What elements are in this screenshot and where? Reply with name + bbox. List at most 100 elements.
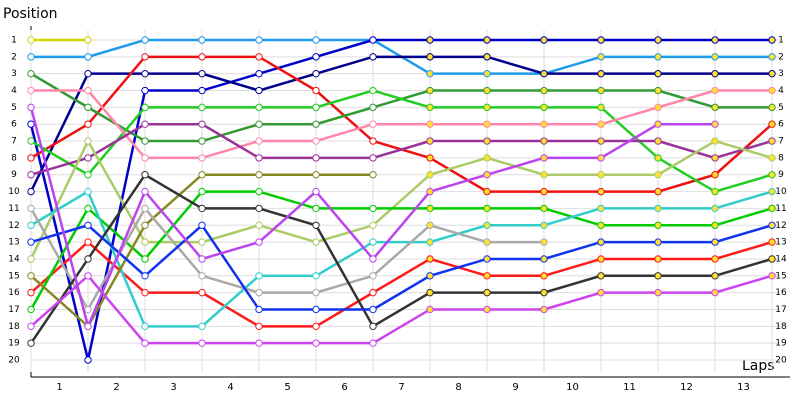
y-tick-label: 11 <box>8 204 19 214</box>
point <box>255 36 263 44</box>
point <box>711 36 719 44</box>
point <box>540 255 548 263</box>
y-tick-label: 9 <box>11 170 17 180</box>
point <box>768 86 776 95</box>
series-line <box>30 122 773 176</box>
point <box>141 154 149 162</box>
point <box>141 288 149 297</box>
point <box>540 69 548 78</box>
point <box>426 305 434 314</box>
point <box>597 120 605 128</box>
point <box>426 120 434 128</box>
point <box>483 36 491 44</box>
point <box>369 238 377 246</box>
point <box>597 171 605 179</box>
point <box>255 103 263 112</box>
point <box>27 86 35 95</box>
point <box>141 86 149 95</box>
point <box>540 86 548 95</box>
point <box>597 187 605 196</box>
point <box>255 69 263 78</box>
point <box>654 120 662 128</box>
y-tick-label-right: 2 <box>778 52 784 62</box>
point <box>198 137 206 145</box>
point <box>312 137 320 145</box>
point <box>369 154 377 162</box>
point <box>768 36 776 44</box>
point <box>312 53 320 61</box>
point <box>654 187 662 196</box>
point <box>654 103 662 112</box>
point <box>141 221 149 229</box>
point <box>597 238 605 246</box>
point <box>711 187 719 196</box>
x-tick-label: 1 <box>56 382 62 393</box>
point <box>255 339 263 347</box>
y-tick-label: 3 <box>11 69 17 79</box>
point <box>768 187 776 196</box>
point <box>711 86 719 95</box>
point <box>711 53 719 61</box>
y-tick-label-right: 10 <box>775 187 787 197</box>
y-tick-label: 16 <box>8 288 20 298</box>
point <box>27 305 35 314</box>
point <box>198 171 206 179</box>
point <box>27 171 35 179</box>
point <box>255 53 263 61</box>
point <box>27 288 35 297</box>
point <box>369 204 377 213</box>
point <box>711 238 719 246</box>
point <box>312 204 320 213</box>
point <box>597 86 605 95</box>
point <box>711 120 719 128</box>
y-tick-label: 1 <box>11 36 17 46</box>
point <box>141 69 149 78</box>
point <box>141 255 149 263</box>
point <box>711 272 719 280</box>
point <box>27 255 35 263</box>
point <box>369 53 377 61</box>
point <box>597 255 605 263</box>
series-line <box>29 38 772 361</box>
point <box>711 204 719 213</box>
point <box>654 204 662 213</box>
y-tick-label: 7 <box>11 137 17 147</box>
point <box>312 322 320 331</box>
point <box>255 272 263 280</box>
point <box>540 288 548 297</box>
point <box>198 53 206 61</box>
point <box>483 103 491 112</box>
y-tick-label: 10 <box>8 187 20 197</box>
point <box>654 272 662 280</box>
point <box>255 187 263 196</box>
point <box>711 137 719 145</box>
point <box>84 255 92 263</box>
x-tick-label: 2 <box>113 382 119 393</box>
y-tick-label-right: 14 <box>775 254 787 264</box>
point <box>312 154 320 162</box>
point <box>198 204 206 213</box>
point <box>84 53 92 61</box>
point <box>198 272 206 280</box>
y-tick-label: 17 <box>8 305 19 315</box>
point <box>483 238 491 246</box>
point <box>654 288 662 297</box>
y-tick-label-right: 11 <box>775 204 786 214</box>
point <box>84 154 92 162</box>
point <box>540 187 548 196</box>
point <box>654 137 662 145</box>
point <box>768 137 776 145</box>
point <box>426 103 434 112</box>
point <box>540 137 548 145</box>
point <box>27 272 35 280</box>
point <box>27 36 35 44</box>
point <box>369 288 377 297</box>
x-tick-label: 8 <box>455 382 461 393</box>
point <box>711 103 719 112</box>
point <box>84 103 92 112</box>
point <box>198 36 206 44</box>
point <box>483 255 491 263</box>
point <box>483 137 491 145</box>
point <box>426 288 434 297</box>
